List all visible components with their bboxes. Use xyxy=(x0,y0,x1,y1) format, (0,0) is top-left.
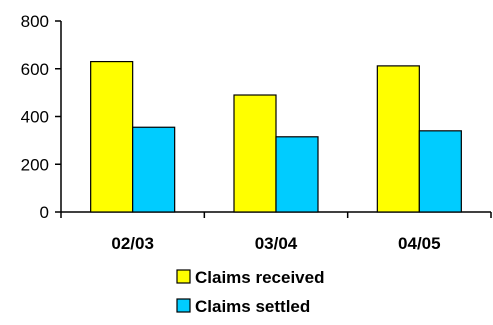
bar-claims-settled xyxy=(275,136,319,213)
legend: Claims received Claims settled xyxy=(176,268,324,316)
legend-label: Claims settled xyxy=(195,297,310,316)
y-tick-label: 400 xyxy=(21,108,49,127)
legend-label: Claims received xyxy=(195,268,324,287)
bar-claims-settled xyxy=(418,130,462,213)
bar-claims-settled xyxy=(132,126,176,213)
bar-claims-received xyxy=(233,94,277,213)
bar-claims-received xyxy=(376,65,420,213)
legend-swatch xyxy=(176,298,191,313)
x-category-label: 03/04 xyxy=(255,234,298,253)
x-category-label: 02/03 xyxy=(111,234,154,253)
y-tick-label: 600 xyxy=(21,60,49,79)
legend-swatch xyxy=(176,269,191,284)
y-tick-label: 800 xyxy=(21,12,49,31)
x-category-label: 04/05 xyxy=(398,234,441,253)
y-tick-label: 0 xyxy=(40,203,49,222)
bar-claims-received xyxy=(90,60,134,213)
y-tick-label: 200 xyxy=(21,155,49,174)
x-axis: 02/03 03/04 04/05 xyxy=(60,211,492,253)
y-axis: 0 200 400 600 800 xyxy=(21,12,62,222)
bars xyxy=(90,60,462,213)
